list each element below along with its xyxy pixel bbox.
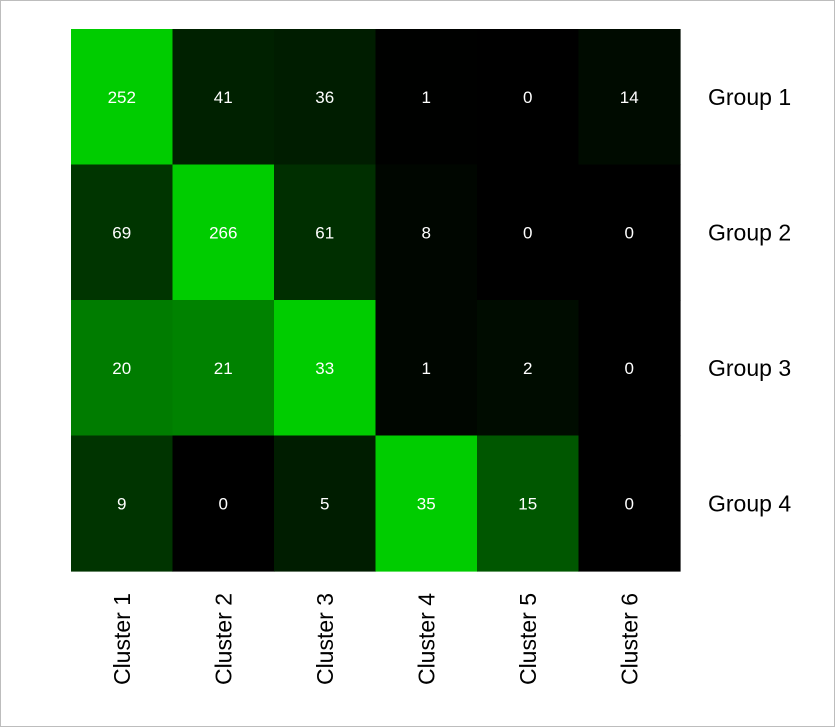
cell-value-label: 0 xyxy=(625,494,634,513)
heatmap-cell xyxy=(477,164,580,301)
heatmap-cell xyxy=(375,29,478,166)
heatmap-cell xyxy=(274,29,377,166)
cell-value-label: 0 xyxy=(219,494,228,513)
cell-value-label: 9 xyxy=(117,494,126,513)
cell-value-label: 1 xyxy=(422,359,431,378)
cell-value-label: 20 xyxy=(112,359,131,378)
cell-value-label: 2 xyxy=(523,359,532,378)
heatmap-cell xyxy=(71,29,174,166)
column-label: Cluster 5 xyxy=(515,593,541,685)
heatmap-cell xyxy=(71,300,174,437)
cell-value-label: 15 xyxy=(518,494,537,513)
cell-value-label: 0 xyxy=(625,359,634,378)
column-labels: Cluster 1 Cluster 2 Cluster 3 Cluster 4 Clus… xyxy=(109,593,643,685)
row-label: Group 4 xyxy=(708,490,791,516)
heatmap-cells xyxy=(71,29,681,572)
cell-value-label: 5 xyxy=(320,494,329,513)
row-label: Group 3 xyxy=(708,355,791,381)
heatmap-cell xyxy=(375,164,478,301)
heatmap-cell xyxy=(578,164,681,301)
heatmap-cell xyxy=(274,435,377,572)
heatmap-cell xyxy=(477,300,580,437)
heatmap-cell xyxy=(172,435,275,572)
column-label: Cluster 6 xyxy=(616,593,642,685)
heatmap-cell xyxy=(172,29,275,166)
heatmap-cell xyxy=(477,29,580,166)
heatmap-cell xyxy=(578,435,681,572)
cell-value-label: 252 xyxy=(108,88,136,107)
heatmap-cell xyxy=(71,164,174,301)
cell-value-label: 8 xyxy=(422,223,431,242)
cell-value-label: 1 xyxy=(422,88,431,107)
heatmap-cell xyxy=(375,435,478,572)
cell-value-label: 0 xyxy=(625,223,634,242)
cell-value-label: 21 xyxy=(214,359,233,378)
heatmap-cell xyxy=(172,164,275,301)
heatmap-cell xyxy=(477,435,580,572)
column-label: Cluster 1 xyxy=(109,593,135,685)
cell-value-label: 36 xyxy=(315,88,334,107)
cell-value-label: 14 xyxy=(620,88,639,107)
cell-value-label: 0 xyxy=(523,223,532,242)
heatmap-cell xyxy=(71,435,174,572)
row-label: Group 2 xyxy=(708,219,791,245)
heatmap-cell xyxy=(172,300,275,437)
cell-value-label: 266 xyxy=(209,223,237,242)
column-label: Cluster 2 xyxy=(210,593,236,685)
heatmap-cell xyxy=(274,300,377,437)
cell-value-label: 35 xyxy=(417,494,436,513)
row-label: Group 1 xyxy=(708,84,791,110)
column-label: Cluster 3 xyxy=(312,593,338,685)
heatmap-cell xyxy=(375,300,478,437)
heatmap-cell xyxy=(274,164,377,301)
row-labels: Group 1 Group 2 Group 3 Group 4 xyxy=(708,84,791,517)
heatmap-cell xyxy=(578,29,681,166)
cell-value-label: 33 xyxy=(315,359,334,378)
cell-value-label: 61 xyxy=(315,223,334,242)
cell-value-label: 41 xyxy=(214,88,233,107)
column-label: Cluster 4 xyxy=(413,593,439,685)
heatmap-cell xyxy=(578,300,681,437)
cell-value-label: 0 xyxy=(523,88,532,107)
cell-value-label: 69 xyxy=(112,223,131,242)
